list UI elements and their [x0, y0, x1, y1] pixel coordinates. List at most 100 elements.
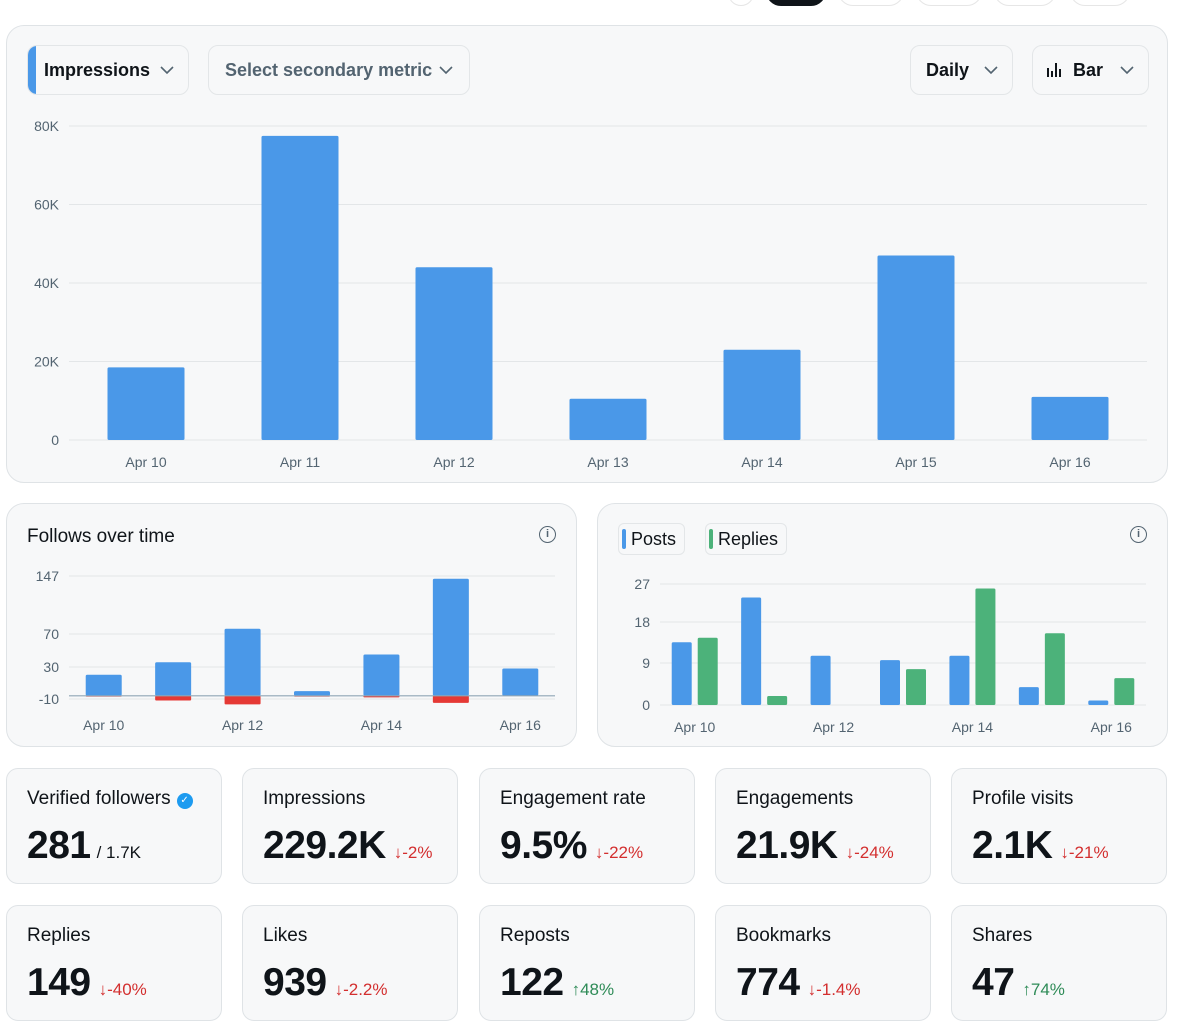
stat-value: 21.9K	[736, 824, 838, 867]
stat-change: ↓-40%	[99, 980, 147, 999]
primary-metric-label: Impressions	[44, 59, 151, 80]
info-icon[interactable]: i	[539, 526, 556, 543]
info-icon[interactable]: i	[1130, 526, 1147, 543]
stat-change: ↓-21%	[1060, 843, 1108, 862]
primary-metric-accent	[28, 46, 36, 94]
range-pills	[0, 0, 1200, 8]
stat-label: Shares	[972, 925, 1032, 947]
stat-value: 2.1K	[972, 824, 1053, 867]
bar-follows	[224, 628, 261, 696]
legend-replies-label: Replies	[718, 528, 779, 549]
stat-value-row: 774 ↓-1.4%	[736, 961, 861, 1005]
stat-total: / 1.7K	[96, 843, 141, 862]
stat-value-row: 21.9K ↓-24%	[736, 824, 894, 868]
bar-posts	[671, 642, 692, 705]
stat-card[interactable]: Bookmarks 774 ↓-1.4%	[715, 905, 931, 1021]
legend-replies[interactable]: Replies	[705, 523, 788, 555]
stat-change: ↓-2.2%	[335, 980, 388, 999]
stat-change-value: -1.4%	[816, 980, 861, 999]
chevron-down-icon	[160, 62, 174, 78]
bar-posts	[1018, 687, 1039, 705]
legend-posts[interactable]: Posts	[618, 523, 686, 555]
chart-type-select[interactable]: Bar	[1032, 45, 1149, 95]
y-tick-label: 147	[36, 568, 60, 584]
range-pill[interactable]	[728, 0, 754, 6]
stat-value-row: 939 ↓-2.2%	[263, 961, 388, 1005]
x-tick-label: Apr 14	[741, 454, 782, 470]
bar-impressions	[415, 267, 493, 440]
stat-change: ↑48%	[572, 980, 615, 999]
posts-replies-card: Posts Replies i 27 18 9 0 Apr 10 Apr 12 Apr 14…	[597, 503, 1168, 747]
stat-card[interactable]: Replies 149 ↓-40%	[6, 905, 222, 1021]
arrow-up-icon: ↑	[1022, 980, 1031, 999]
x-tick-label: Apr 16	[1049, 454, 1090, 470]
stat-change-value: -24%	[854, 843, 894, 862]
stat-label-text: Impressions	[263, 788, 366, 809]
chevron-down-icon	[1120, 62, 1134, 78]
stat-card[interactable]: Engagements 21.9K ↓-24%	[715, 768, 931, 884]
stat-change: ↓-24%	[846, 843, 894, 862]
x-tick-label: Apr 10	[674, 719, 715, 735]
stat-label: Bookmarks	[736, 925, 831, 947]
granularity-select[interactable]: Daily	[910, 45, 1013, 95]
x-tick-label: Apr 12	[813, 719, 854, 735]
stat-card[interactable]: Likes 939 ↓-2.2%	[242, 905, 458, 1021]
stat-value: 229.2K	[263, 824, 386, 867]
stat-value-row: 122 ↑48%	[500, 961, 614, 1005]
stat-value-row: 149 ↓-40%	[27, 961, 147, 1005]
impressions-bar-chart: 80K 60K 40K 20K 0 Apr 10 Apr 11 Apr 12 Apr 13 Apr…	[34, 118, 1147, 470]
y-tick-label: 60K	[34, 197, 60, 213]
bar-follows	[294, 691, 330, 696]
y-tick-label: 18	[634, 614, 650, 630]
stat-label-text: Likes	[263, 925, 308, 946]
chevron-down-icon	[984, 62, 998, 78]
stat-change-value: 48%	[580, 980, 615, 999]
stat-value: 149	[27, 961, 91, 1004]
stat-value: 122	[500, 961, 564, 1004]
stat-label-text: Reposts	[500, 925, 570, 946]
bar-replies	[906, 669, 926, 705]
stat-change-value: -2%	[402, 843, 433, 862]
bar-impressions	[1031, 396, 1109, 440]
stat-card[interactable]: Shares 47 ↑74%	[951, 905, 1167, 1021]
bar-follows	[502, 668, 539, 696]
stat-value-row: 281 / 1.7K	[27, 824, 141, 868]
range-pill[interactable]	[916, 0, 982, 6]
stat-value-row: 9.5% ↓-22%	[500, 824, 643, 868]
secondary-metric-label: Select secondary metric	[225, 59, 433, 80]
bar-unfollows	[224, 695, 261, 705]
bar-follows	[85, 674, 122, 696]
bar-posts	[810, 655, 831, 705]
secondary-metric-select[interactable]: Select secondary metric	[208, 45, 470, 95]
stat-card[interactable]: Verified followers ✓ 281 / 1.7K	[6, 768, 222, 884]
bar-chart-icon	[1047, 63, 1063, 77]
stat-card[interactable]: Profile visits 2.1K ↓-21%	[951, 768, 1167, 884]
stat-change-value: -21%	[1068, 843, 1109, 862]
x-tick-label: Apr 10	[125, 454, 166, 470]
y-tick-label: 70	[43, 626, 59, 642]
range-pill[interactable]	[994, 0, 1056, 6]
granularity-label: Daily	[926, 59, 970, 80]
stat-card[interactable]: Reposts 122 ↑48%	[479, 905, 695, 1021]
stat-change-value: 74%	[1030, 980, 1065, 999]
stat-label: Profile visits	[972, 788, 1073, 810]
x-tick-label: Apr 13	[587, 454, 628, 470]
stat-value-row: 2.1K ↓-21%	[972, 824, 1109, 868]
stat-card[interactable]: Engagement rate 9.5% ↓-22%	[479, 768, 695, 884]
stat-label-text: Bookmarks	[736, 925, 832, 946]
x-tick-label: Apr 16	[500, 717, 541, 733]
range-pill[interactable]	[838, 0, 904, 6]
stat-label-text: Engagement rate	[500, 788, 646, 809]
stat-card[interactable]: Impressions 229.2K ↓-2%	[242, 768, 458, 884]
bar-impressions	[569, 398, 647, 440]
stat-value: 9.5%	[500, 824, 587, 867]
range-pill[interactable]	[1070, 0, 1130, 6]
stat-change: ↑74%	[1022, 980, 1065, 999]
y-tick-label: -10	[39, 691, 59, 707]
bar-replies	[1114, 678, 1135, 705]
follows-bar-chart: 147 70 30 -10 Apr 10 Apr 12 Apr 14 Apr 16	[36, 568, 555, 733]
range-pill-active[interactable]	[766, 0, 826, 6]
stat-value-row: 229.2K ↓-2%	[263, 824, 433, 868]
chevron-down-icon	[439, 62, 453, 78]
primary-metric-select[interactable]: Impressions	[27, 45, 189, 95]
